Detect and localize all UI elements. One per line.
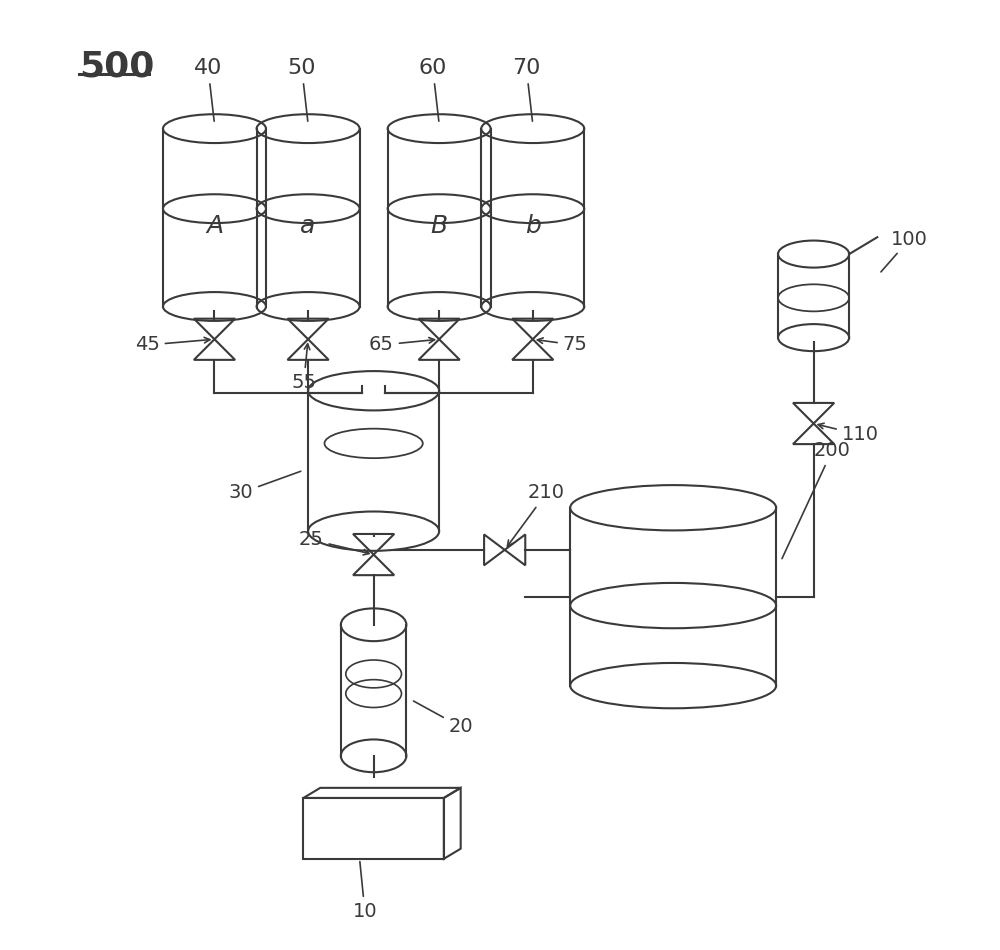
Text: 10: 10 bbox=[353, 862, 377, 921]
Text: 45: 45 bbox=[135, 335, 210, 354]
Text: 25: 25 bbox=[299, 530, 369, 555]
Text: A: A bbox=[206, 215, 223, 238]
Text: b: b bbox=[525, 215, 541, 238]
Text: 65: 65 bbox=[369, 335, 435, 354]
Text: 100: 100 bbox=[881, 230, 928, 272]
Text: 20: 20 bbox=[414, 701, 473, 736]
Text: 210: 210 bbox=[507, 484, 565, 546]
Text: 60: 60 bbox=[419, 58, 447, 122]
Text: B: B bbox=[431, 215, 448, 238]
Text: 55: 55 bbox=[291, 344, 316, 392]
Text: 110: 110 bbox=[818, 424, 879, 445]
Text: 30: 30 bbox=[229, 471, 301, 503]
Text: 75: 75 bbox=[537, 335, 588, 354]
Text: 50: 50 bbox=[288, 58, 316, 122]
Text: a: a bbox=[300, 215, 316, 238]
Text: 70: 70 bbox=[512, 58, 541, 122]
Text: 500: 500 bbox=[79, 49, 154, 83]
Text: 200: 200 bbox=[782, 442, 850, 559]
Text: 40: 40 bbox=[194, 58, 222, 122]
